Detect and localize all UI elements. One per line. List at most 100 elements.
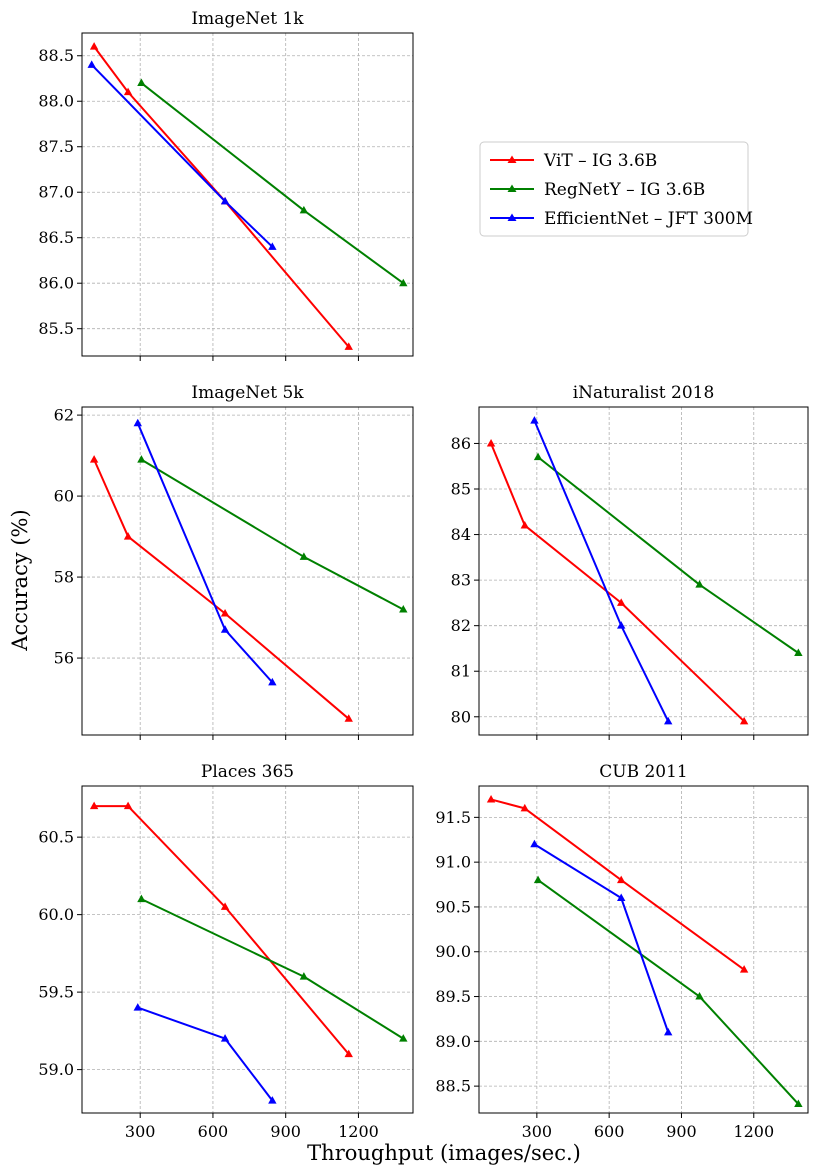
series-efficientnet bbox=[87, 60, 277, 250]
y-tick-label: 82 bbox=[451, 616, 471, 635]
panel-title: Places 365 bbox=[201, 762, 294, 782]
data-point-regnety bbox=[695, 580, 704, 588]
series-line-regnety bbox=[140, 458, 404, 611]
series-efficientnet bbox=[133, 1003, 277, 1104]
y-tick-label: 90.5 bbox=[435, 897, 471, 916]
data-point-efficientnet bbox=[268, 1096, 277, 1104]
y-tick-label: 62 bbox=[54, 406, 74, 425]
data-point-efficientnet bbox=[268, 242, 277, 250]
x-axis-label: Throughput (images/sec.) bbox=[307, 1141, 581, 1165]
data-point-vit bbox=[344, 342, 353, 350]
y-tick-label: 60 bbox=[54, 487, 74, 506]
series-line-efficientnet bbox=[90, 64, 274, 248]
panel-imagenet-5k: 56 58 60 62 ImageNet 5k bbox=[54, 383, 414, 740]
data-point-regnety bbox=[399, 1034, 408, 1042]
data-point-vit bbox=[486, 794, 496, 803]
x-tick-label: 300 bbox=[522, 1122, 553, 1141]
data-point-vit bbox=[123, 532, 133, 540]
plot-frame bbox=[81, 406, 414, 736]
y-tick-label: 85 bbox=[451, 480, 471, 499]
data-point-efficientnet bbox=[220, 1034, 230, 1042]
y-tick-label: 89.5 bbox=[435, 987, 471, 1006]
data-point-regnety bbox=[399, 278, 408, 287]
y-tick-label: 59.5 bbox=[38, 983, 74, 1002]
series-vit bbox=[486, 794, 749, 973]
plot-frame bbox=[81, 32, 414, 357]
data-point-vit bbox=[617, 598, 626, 606]
legend: ViT – IG 3.6B RegNetY – IG 3.6B Efficien… bbox=[479, 141, 753, 237]
series-line-efficientnet bbox=[137, 1006, 274, 1102]
data-point-vit bbox=[123, 801, 133, 810]
data-point-efficientnet bbox=[268, 677, 277, 686]
y-tick-label: 88.0 bbox=[38, 92, 74, 111]
panel-title: ImageNet 5k bbox=[191, 383, 304, 403]
data-point-vit bbox=[739, 965, 749, 973]
data-point-vit bbox=[220, 902, 230, 910]
data-point-efficientnet bbox=[530, 839, 539, 848]
data-point-vit bbox=[344, 714, 353, 722]
data-point-efficientnet bbox=[220, 625, 230, 633]
series-efficientnet bbox=[133, 418, 277, 686]
series-vit bbox=[89, 801, 353, 1058]
y-tick-label: 84 bbox=[451, 525, 471, 544]
y-tick-label: 60.5 bbox=[38, 828, 74, 847]
series-line-vit bbox=[94, 805, 350, 1055]
legend-marker-vit bbox=[507, 155, 517, 163]
data-point-regnety bbox=[299, 972, 309, 980]
y-tick-label: 60.0 bbox=[38, 905, 74, 924]
plot-frame bbox=[81, 785, 414, 1114]
series-line-vit bbox=[93, 46, 350, 348]
y-tick-label: 88.5 bbox=[435, 1077, 471, 1096]
data-point-vit bbox=[520, 520, 529, 529]
data-point-regnety bbox=[137, 894, 146, 903]
series-efficientnet bbox=[530, 839, 673, 1036]
legend-entry-efficientnet: EfficientNet – JFT 300M bbox=[490, 209, 753, 229]
plot-frame bbox=[478, 406, 809, 736]
x-tick-label: 1200 bbox=[733, 1122, 774, 1141]
data-point-vit bbox=[89, 455, 99, 463]
series-line-vit bbox=[490, 443, 745, 723]
data-point-vit bbox=[220, 609, 230, 617]
plot-frame bbox=[478, 785, 809, 1114]
panel-title: CUB 2011 bbox=[599, 762, 688, 782]
data-point-regnety bbox=[794, 1099, 803, 1108]
data-point-efficientnet bbox=[617, 893, 626, 901]
data-point-vit bbox=[344, 1049, 353, 1058]
legend-label-regnety: RegNetY – IG 3.6B bbox=[544, 180, 705, 200]
y-tick-label: 85.5 bbox=[38, 319, 74, 338]
data-point-vit bbox=[739, 716, 749, 725]
series-vit bbox=[89, 42, 353, 350]
legend-entry-vit: ViT – IG 3.6B bbox=[490, 151, 657, 171]
data-point-efficientnet bbox=[530, 416, 539, 424]
data-point-regnety bbox=[137, 78, 146, 87]
series-line-regnety bbox=[140, 82, 404, 285]
legend-marker-regnety bbox=[507, 184, 517, 192]
series-regnety bbox=[137, 78, 408, 287]
y-tick-label: 91.0 bbox=[435, 853, 471, 872]
data-point-regnety bbox=[533, 875, 543, 884]
legend-marker-efficientnet bbox=[507, 213, 517, 221]
series-vit bbox=[89, 455, 353, 722]
series-regnety bbox=[533, 452, 803, 656]
data-point-efficientnet bbox=[133, 1003, 142, 1011]
data-point-regnety bbox=[695, 992, 704, 1000]
y-tick-label: 58 bbox=[54, 568, 74, 587]
y-tick-label: 89.0 bbox=[435, 1032, 471, 1051]
data-point-vit bbox=[123, 87, 133, 96]
y-tick-label: 88.5 bbox=[38, 46, 74, 65]
y-tick-label: 86.5 bbox=[38, 228, 74, 247]
legend-frame bbox=[479, 141, 749, 237]
data-point-vit bbox=[89, 42, 99, 50]
data-point-vit bbox=[486, 438, 496, 447]
series-regnety bbox=[137, 894, 408, 1042]
legend-entry-regnety: RegNetY – IG 3.6B bbox=[490, 180, 705, 200]
panel-title: ImageNet 1k bbox=[191, 9, 304, 29]
x-tick-label: 600 bbox=[198, 1122, 229, 1141]
x-tick-label: 900 bbox=[270, 1122, 301, 1141]
panel-places-365: 300 600 900 1200 59.0 59.5 60.0 60.5 Places 365 bbox=[38, 762, 414, 1141]
series-line-regnety bbox=[537, 456, 799, 654]
data-point-efficientnet bbox=[664, 1027, 673, 1036]
y-tick-label: 83 bbox=[451, 571, 471, 590]
series-efficientnet bbox=[530, 416, 673, 725]
y-tick-label: 80 bbox=[451, 707, 471, 726]
